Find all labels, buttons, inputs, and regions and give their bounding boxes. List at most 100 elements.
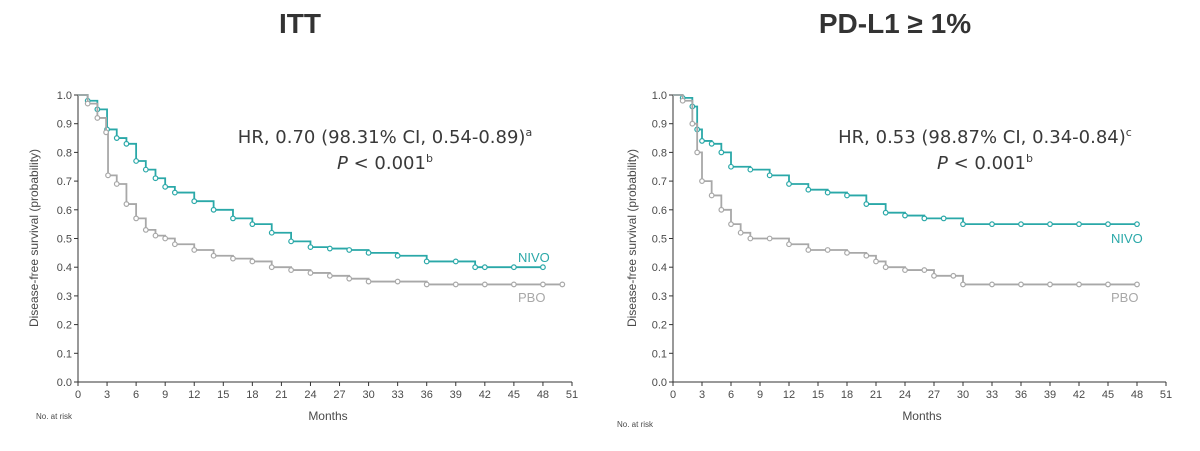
censor-marker-pbo	[84, 100, 91, 107]
x-tick-label: 27	[928, 389, 940, 401]
censor-marker-pbo	[1105, 281, 1111, 288]
censor-marker-pbo	[931, 272, 937, 279]
censor-marker-pbo	[133, 215, 140, 222]
censor-marker-nivo	[1076, 221, 1082, 228]
x-tick-label: 0	[75, 389, 81, 401]
censor-marker-nivo	[249, 221, 256, 228]
censor-marker-nivo	[394, 252, 401, 259]
x-tick-label: 24	[304, 389, 316, 401]
censor-marker-nivo	[230, 215, 236, 222]
censor-marker-pbo	[960, 281, 966, 288]
x-tick-label: 51	[566, 389, 578, 401]
censor-marker-pbo	[786, 241, 792, 248]
x-tick-label: 3	[104, 389, 110, 401]
censor-marker-nivo	[728, 163, 734, 170]
y-tick-label: 0.3	[57, 291, 72, 303]
x-tick-label: 12	[188, 389, 200, 401]
risk-table-label: No. at risk	[617, 420, 654, 429]
censor-marker-nivo	[326, 245, 333, 252]
censor-marker-nivo	[805, 186, 812, 193]
censor-marker-nivo	[472, 264, 479, 271]
x-tick-label: 33	[986, 389, 998, 401]
x-tick-label: 36	[1015, 389, 1027, 401]
censor-marker-pbo	[540, 281, 546, 288]
censor-marker-pbo	[805, 247, 812, 253]
y-tick-label: 0.7	[652, 176, 667, 188]
censor-marker-nivo	[423, 258, 430, 265]
censor-marker-nivo	[133, 158, 140, 164]
risk-table-label: No. at risk	[36, 412, 73, 421]
p-value-footnote: b	[426, 152, 433, 165]
chart-panel-itt: ITT 0.0 0.1 0.2 0.3 0.4 0.5 0.6 0.7 0.8 0.9 1.0 0 3…	[27, 8, 578, 423]
x-tick-label: 24	[899, 389, 911, 401]
censor-marker-nivo	[510, 264, 517, 271]
censor-marker-pbo	[989, 281, 995, 288]
censor-marker-pbo	[699, 178, 705, 185]
censor-marker-nivo	[882, 209, 889, 216]
series-line-pbo	[78, 94, 563, 286]
censor-marker-pbo	[1076, 281, 1082, 288]
censor-marker-pbo	[718, 206, 725, 213]
x-axis: 0 3 6 9 12 15 18 21 24 27 30 33 36 39 42 45 48 51	[75, 381, 578, 401]
censor-marker-pbo	[94, 115, 101, 121]
y-tick-label: 0.0	[57, 377, 72, 389]
censor-marker-pbo	[105, 172, 111, 179]
series-label-pbo: PBO	[1111, 290, 1138, 305]
p-value-symbol: P	[937, 153, 948, 174]
censor-marker-nivo	[540, 264, 546, 271]
x-tick-label: 42	[1073, 389, 1085, 401]
censor-marker-pbo	[1018, 281, 1024, 288]
x-tick-label: 18	[841, 389, 853, 401]
censor-marker-pbo	[1047, 281, 1053, 288]
x-tick-label: 21	[275, 389, 287, 401]
y-axis-label: Disease-free survival (probability)	[625, 149, 639, 327]
censor-marker-pbo	[844, 249, 850, 256]
y-tick-label: 0.1	[57, 348, 72, 360]
hazard-ratio-footnote: c	[1126, 126, 1132, 139]
censor-marker-pbo	[123, 201, 130, 207]
p-value-text: < 0.001	[948, 153, 1026, 174]
x-tick-label: 15	[812, 389, 824, 401]
censor-marker-pbo	[268, 264, 275, 271]
censor-marker-pbo	[365, 278, 372, 285]
censor-marker-nivo	[1134, 221, 1140, 228]
censor-marker-nivo	[171, 189, 178, 196]
x-axis: 0 3 6 9 12 15 18 21 24 27 30 33 36 39 42 45 48 51	[670, 381, 1172, 401]
censor-marker-pbo	[510, 281, 517, 288]
hazard-ratio-footnote: a	[525, 126, 532, 139]
censor-marker-pbo	[249, 258, 256, 265]
censor-marker-pbo	[559, 281, 566, 288]
censor-marker-nivo	[747, 166, 754, 173]
y-tick-label: 0.7	[57, 176, 72, 188]
censor-marker-nivo	[766, 172, 773, 179]
x-tick-label: 45	[508, 389, 520, 401]
censor-marker-nivo	[902, 212, 908, 219]
censor-marker-pbo	[162, 235, 169, 242]
panel-title: PD-L1 ≥ 1%	[819, 8, 971, 39]
censor-marker-nivo	[210, 206, 217, 213]
censor-marker-nivo	[481, 264, 488, 271]
y-tick-label: 0.3	[652, 291, 667, 303]
x-tick-label: 45	[1102, 389, 1114, 401]
censor-marker-nivo	[113, 135, 120, 141]
censor-marker-pbo	[452, 281, 459, 288]
x-tick-label: 6	[728, 389, 734, 401]
x-tick-label: 15	[217, 389, 229, 401]
hazard-ratio-annotation: HR, 0.70 (98.31% CI, 0.54-0.89)a	[238, 126, 532, 148]
x-tick-label: 48	[537, 389, 549, 401]
censor-marker-pbo	[171, 241, 178, 248]
censor-marker-nivo	[863, 201, 870, 207]
censor-marker-nivo	[268, 229, 275, 236]
y-tick-label: 0.2	[57, 320, 72, 332]
series-label-nivo: NIVO	[1111, 231, 1143, 246]
x-tick-label: 39	[450, 389, 462, 401]
censor-marker-nivo	[152, 175, 159, 182]
censor-marker-pbo	[142, 226, 149, 233]
x-tick-label: 42	[479, 389, 491, 401]
censor-marker-nivo	[824, 189, 831, 196]
censor-marker-pbo	[689, 120, 696, 127]
y-tick-label: 0.9	[57, 119, 72, 131]
censor-marker-pbo	[481, 281, 488, 288]
y-tick-label: 0.6	[652, 205, 667, 217]
